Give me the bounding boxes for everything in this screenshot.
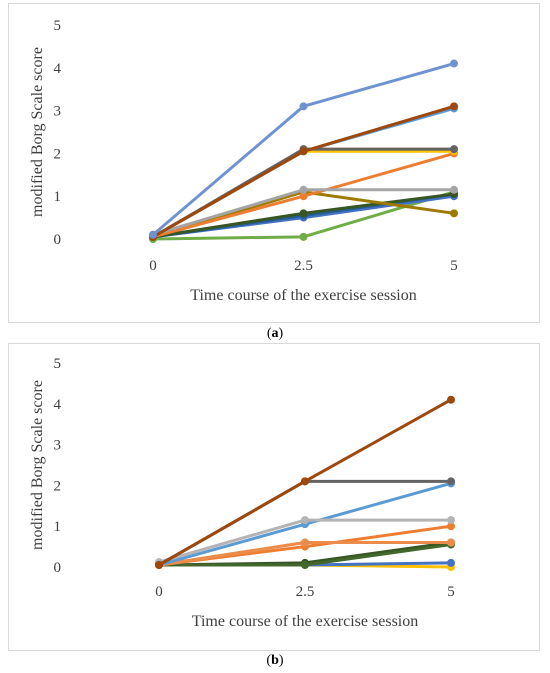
data-point bbox=[450, 185, 458, 194]
y-tick-label: 0 bbox=[54, 560, 62, 576]
caption-a-label: a bbox=[271, 326, 279, 341]
data-point bbox=[299, 102, 308, 111]
data-point bbox=[149, 230, 157, 239]
chart-panel-a: 0 1 2 3 4 5 0 2.5 5 Time course of the exercise s… bbox=[8, 3, 540, 323]
caption-a: (a) bbox=[266, 326, 284, 341]
y-tick-label: 4 bbox=[54, 397, 62, 413]
data-point bbox=[450, 102, 458, 111]
y-tick-label: 0 bbox=[54, 232, 62, 248]
chart-b: 0 1 2 3 4 5 0 2.5 5 Time course of the exercise s… bbox=[29, 356, 455, 630]
x-axis-title: Time course of the exercise session bbox=[190, 287, 416, 304]
data-point bbox=[447, 516, 455, 525]
data-point bbox=[301, 516, 309, 525]
data-point bbox=[450, 59, 458, 68]
series-12 bbox=[149, 59, 458, 239]
chart-a: 0 1 2 3 4 5 0 2.5 5 Time course of the exercise s… bbox=[29, 18, 458, 304]
data-point bbox=[299, 192, 308, 201]
x-tick-label: 0 bbox=[155, 584, 163, 600]
data-point bbox=[299, 147, 308, 156]
y-tick-label: 4 bbox=[54, 61, 62, 77]
data-point bbox=[299, 185, 308, 194]
caption-b-label: b bbox=[271, 653, 279, 668]
data-point bbox=[301, 560, 309, 569]
y-tick-label: 3 bbox=[54, 104, 62, 120]
series-8 bbox=[155, 479, 455, 569]
series-6 bbox=[149, 149, 458, 241]
data-point bbox=[301, 538, 309, 547]
data-point bbox=[301, 477, 309, 486]
y-axis-title: modified Borg Scale score bbox=[29, 380, 46, 550]
data-point bbox=[447, 477, 455, 486]
data-point bbox=[447, 395, 455, 404]
data-point bbox=[450, 145, 458, 154]
x-tick-label: 5 bbox=[450, 258, 458, 274]
data-point bbox=[450, 209, 458, 218]
y-tick-label: 2 bbox=[54, 478, 62, 494]
data-point bbox=[447, 538, 455, 547]
y-tick-label: 1 bbox=[54, 189, 62, 205]
x-tick-label: 0 bbox=[149, 258, 157, 274]
data-point bbox=[447, 558, 455, 567]
data-point bbox=[155, 560, 163, 569]
y-tick-label: 5 bbox=[54, 18, 62, 34]
x-tick-label: 2.5 bbox=[294, 258, 313, 274]
y-tick-label: 1 bbox=[54, 519, 62, 535]
y-axis-title: modified Borg Scale score bbox=[29, 47, 46, 217]
x-tick-label: 5 bbox=[447, 584, 455, 600]
data-point bbox=[299, 209, 308, 218]
caption-b: (b) bbox=[266, 653, 284, 668]
y-tick-label: 2 bbox=[54, 146, 62, 162]
y-tick-label: 5 bbox=[54, 356, 62, 372]
data-point bbox=[299, 232, 308, 241]
chart-panel-b: 0 1 2 3 4 5 0 2.5 5 Time course of the exercise s… bbox=[8, 343, 540, 651]
x-tick-label: 2.5 bbox=[296, 584, 315, 600]
series-11 bbox=[155, 395, 455, 569]
x-axis-title: Time course of the exercise session bbox=[192, 613, 418, 630]
y-tick-label: 3 bbox=[54, 438, 62, 454]
data-point bbox=[447, 522, 455, 531]
